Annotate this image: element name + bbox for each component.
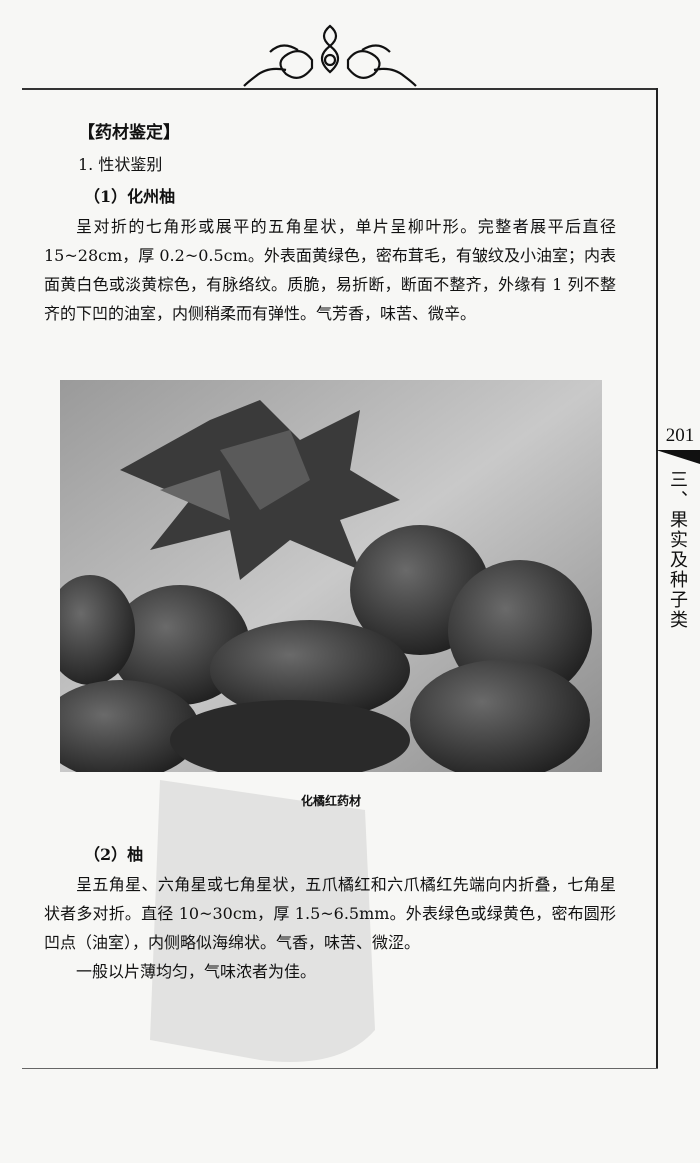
item-description-2: 呈五角星、六角星或七角星状，五爪橘红和六爪橘红先端向内折叠，七角星状者多对折。直…: [44, 870, 616, 957]
header-ornament: [240, 20, 420, 90]
quality-note: 一般以片薄均匀，气味浓者为佳。: [44, 957, 616, 986]
section-heading: 【药材鉴定】: [78, 118, 616, 148]
item-description-1: 呈对折的七角形或展平的五角星状，单片呈柳叶形。完整者展平后直径 15~28cm，…: [44, 212, 616, 328]
chapter-side-title: 三、果实及种子类: [662, 470, 692, 630]
herb-photo: [60, 380, 602, 772]
item-heading-2: （2）柚: [84, 840, 616, 870]
subsection-heading: 1. 性状鉴别: [78, 150, 616, 180]
chapter-tab-marker: [656, 450, 700, 464]
page-number: 201: [660, 425, 700, 447]
text-block-upper: 【药材鉴定】 1. 性状鉴别 （1）化州柚 呈对折的七角形或展平的五角星状，单片…: [44, 118, 616, 328]
figure-caption: 化橘红药材: [60, 792, 602, 809]
header-rule: [22, 88, 658, 90]
item-heading-1: （1）化州柚: [84, 182, 616, 212]
margin-rule: [656, 88, 658, 1068]
text-block-lower: （2）柚 呈五角星、六角星或七角星状，五爪橘红和六爪橘红先端向内折叠，七角星状者…: [44, 838, 616, 986]
